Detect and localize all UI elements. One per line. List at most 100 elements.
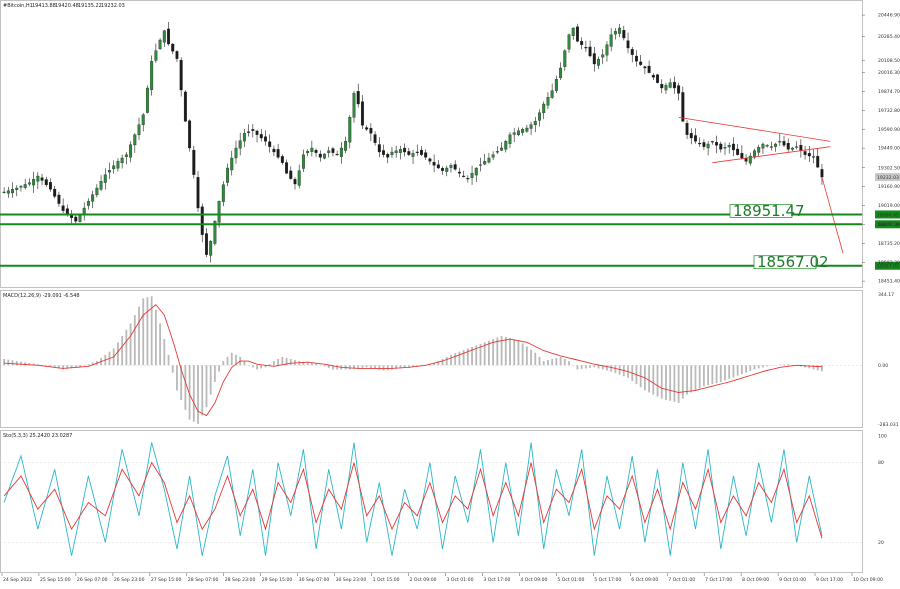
macd-bar bbox=[83, 365, 85, 366]
candle-body bbox=[53, 189, 56, 196]
price-axis-label: 18735.20 bbox=[878, 241, 900, 247]
macd-bar bbox=[446, 357, 448, 365]
price-candles bbox=[3, 22, 823, 262]
macd-axis-label: 344.17 bbox=[878, 292, 894, 298]
macd-bar bbox=[758, 365, 760, 368]
macd-bar bbox=[513, 339, 515, 365]
candle-body bbox=[812, 157, 815, 158]
macd-bar bbox=[142, 298, 144, 365]
macd-bar bbox=[555, 358, 557, 365]
macd-bar bbox=[766, 365, 768, 366]
candle-body bbox=[294, 179, 297, 184]
candle-body bbox=[281, 156, 284, 162]
time-axis-label: 1 Oct 15:00 bbox=[373, 577, 400, 583]
candle-body bbox=[728, 145, 731, 147]
candle-body bbox=[361, 102, 364, 126]
candle-body bbox=[15, 188, 18, 190]
macd-bar bbox=[7, 360, 9, 366]
candle-body bbox=[332, 149, 335, 153]
macd-bar bbox=[564, 359, 566, 365]
macd-bar bbox=[273, 361, 275, 365]
candle-body bbox=[783, 141, 786, 145]
candle-body bbox=[618, 28, 621, 34]
candle-body bbox=[787, 143, 790, 149]
candle-body bbox=[471, 173, 474, 177]
candle-body bbox=[433, 162, 436, 165]
macd-bar bbox=[707, 365, 709, 385]
macd-bar bbox=[281, 357, 283, 365]
candle-body bbox=[648, 66, 651, 73]
candle-body bbox=[568, 35, 571, 50]
macd-bar bbox=[130, 323, 132, 365]
candle-body bbox=[58, 195, 61, 204]
macd-histogram bbox=[3, 296, 823, 424]
candle-body bbox=[353, 93, 356, 117]
macd-bar bbox=[716, 365, 718, 383]
candle-body bbox=[264, 137, 267, 142]
candle-body bbox=[639, 62, 642, 65]
candle-body bbox=[382, 150, 385, 154]
macd-bar bbox=[138, 307, 140, 366]
candle-body bbox=[171, 44, 174, 51]
time-axis-label: 10 Oct 09:00 bbox=[853, 577, 883, 583]
macd-bar bbox=[492, 339, 494, 365]
macd-bar bbox=[686, 365, 688, 394]
candle-body bbox=[707, 144, 710, 148]
candle-body bbox=[49, 182, 52, 189]
candle-body bbox=[719, 144, 722, 149]
candle-body bbox=[686, 123, 689, 134]
candle-body bbox=[222, 185, 225, 202]
candle-body bbox=[500, 148, 503, 150]
macd-bar bbox=[522, 343, 524, 365]
candle-body bbox=[230, 158, 233, 170]
candle-body bbox=[559, 68, 562, 78]
candle-body bbox=[302, 155, 305, 169]
macd-bar bbox=[539, 357, 541, 365]
candle-body bbox=[601, 55, 604, 58]
candle-body bbox=[644, 67, 647, 68]
candle-body bbox=[741, 153, 744, 158]
candle-body bbox=[24, 184, 27, 187]
candle-body bbox=[694, 136, 697, 142]
candle-body bbox=[673, 82, 676, 88]
candle-body bbox=[816, 156, 819, 167]
candle-body bbox=[627, 41, 630, 48]
time-axis-label: 6 Oct 09:00 bbox=[631, 577, 658, 583]
macd-bar bbox=[125, 330, 127, 366]
time-axis-label: 29 Sep 15:00 bbox=[262, 577, 293, 583]
candle-body bbox=[226, 168, 229, 183]
macd-bar bbox=[695, 365, 697, 390]
stoch-axis-label: 20 bbox=[878, 540, 884, 546]
candle-body bbox=[273, 149, 276, 152]
candle-body bbox=[682, 92, 685, 121]
candle-body bbox=[454, 164, 457, 169]
candle-body bbox=[656, 75, 659, 83]
macd-bar bbox=[256, 365, 258, 369]
time-axis-label: 9 Oct 01:00 bbox=[779, 577, 806, 583]
time-axis-label: 4 Oct 09:00 bbox=[520, 577, 547, 583]
candle-body bbox=[344, 141, 347, 150]
candle-body bbox=[534, 121, 537, 125]
candle-body bbox=[336, 154, 339, 155]
macd-bar bbox=[134, 315, 136, 365]
macd-bar bbox=[459, 352, 461, 366]
time-axis-label: 25 Sep 15:00 bbox=[40, 577, 71, 583]
macd-bar bbox=[728, 365, 730, 379]
macd-bar bbox=[218, 365, 220, 371]
macd-bar bbox=[121, 336, 123, 365]
time-axis-label: 3 Oct 01:00 bbox=[446, 577, 473, 583]
price-axis-label: 18593.30 bbox=[878, 260, 900, 266]
candle-body bbox=[580, 41, 583, 44]
candle-body bbox=[563, 51, 566, 67]
candle-body bbox=[504, 141, 507, 149]
triangle-upper-line bbox=[679, 117, 831, 141]
candle-body bbox=[458, 172, 461, 173]
macd-bar bbox=[378, 365, 380, 369]
candle-body bbox=[698, 143, 701, 144]
candle-body bbox=[542, 104, 545, 113]
macd-bar bbox=[244, 361, 246, 365]
macd-bar bbox=[172, 365, 174, 372]
candle-body bbox=[547, 97, 550, 105]
time-axis-label: 27 Sep 15:00 bbox=[151, 577, 182, 583]
